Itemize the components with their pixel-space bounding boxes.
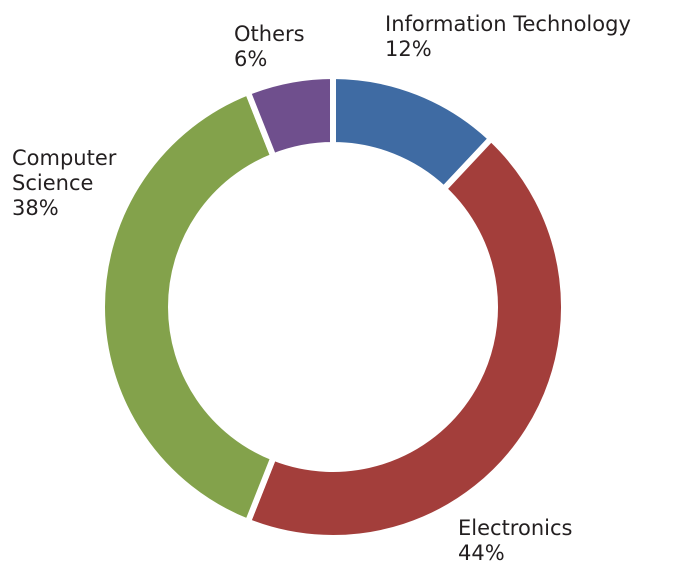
slice-value: 6% <box>234 47 268 71</box>
slice-name: Electronics <box>458 516 573 540</box>
donut-slice <box>244 134 567 541</box>
slice-name: Computer Science <box>12 146 117 195</box>
slice-label: Information Technology 12% <box>385 12 682 62</box>
donut-slice <box>244 72 336 161</box>
slice-label: Computer Science 38% <box>12 146 132 221</box>
slice-label: Others 6% <box>234 22 354 72</box>
slice-value: 44% <box>458 541 505 565</box>
slice-name: Others <box>234 22 305 46</box>
slice-name: Information Technology <box>385 12 631 36</box>
slice-label: Electronics 44% <box>458 516 658 566</box>
slice-value: 12% <box>385 37 432 61</box>
slice-value: 38% <box>12 196 59 220</box>
donut-slice <box>99 88 278 526</box>
